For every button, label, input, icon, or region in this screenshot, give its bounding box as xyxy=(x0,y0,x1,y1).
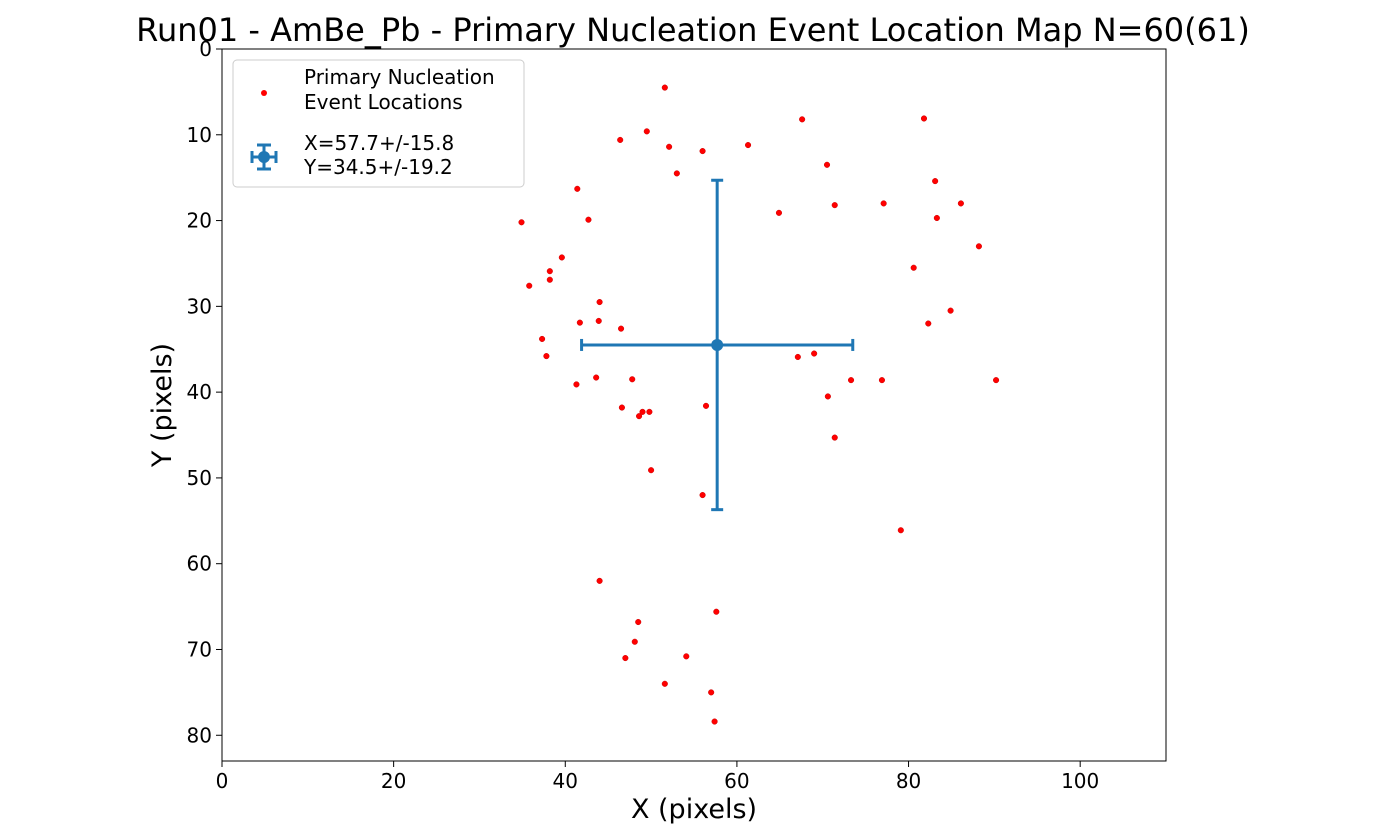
legend: Primary Nucleation Event Locations X=57.… xyxy=(232,59,525,188)
chart-title: Run01 - AmBe_Pb - Primary Nucleation Eve… xyxy=(136,11,1250,49)
legend-marker-points xyxy=(261,90,267,96)
x-axis-ticks: 0 20 40 60 80 100 xyxy=(216,761,1099,793)
data-point xyxy=(593,374,600,381)
x-tick-label: 0 xyxy=(216,769,229,793)
data-point xyxy=(702,402,710,409)
data-point xyxy=(648,467,655,474)
data-point xyxy=(617,136,624,143)
y-axis-label: Y (pixels) xyxy=(147,343,178,468)
data-point xyxy=(993,377,1000,384)
data-point xyxy=(635,618,642,626)
data-point xyxy=(947,307,954,314)
data-point xyxy=(823,161,831,168)
data-point xyxy=(831,202,838,209)
data-point xyxy=(661,84,668,91)
legend-label-errorbar-line2: Y=34.5+/-19.2 xyxy=(303,155,453,179)
data-point xyxy=(957,200,964,207)
y-axis-ticks: 0 10 20 30 40 50 60 70 80 xyxy=(187,37,222,747)
data-point xyxy=(558,254,565,261)
data-point xyxy=(683,653,690,660)
y-tick-label: 70 xyxy=(187,637,212,661)
data-point xyxy=(699,148,706,155)
data-point xyxy=(643,128,650,135)
data-point xyxy=(661,680,668,687)
x-tick-label: 40 xyxy=(553,769,578,793)
data-point xyxy=(526,282,533,289)
data-point xyxy=(546,268,553,275)
y-tick-label: 10 xyxy=(187,123,212,147)
x-tick-label: 80 xyxy=(896,769,921,793)
data-point xyxy=(932,178,939,185)
y-tick-label: 30 xyxy=(187,294,212,318)
data-point xyxy=(711,718,718,725)
data-point xyxy=(975,243,982,250)
data-point xyxy=(622,655,629,662)
summary-errorbar xyxy=(580,178,855,512)
x-tick-label: 100 xyxy=(1061,769,1099,793)
y-tick-label: 40 xyxy=(187,380,212,404)
data-point xyxy=(897,527,904,534)
data-point xyxy=(920,115,928,122)
legend-label-errorbar-line1: X=57.7+/-15.8 xyxy=(304,131,454,155)
y-tick-label: 50 xyxy=(187,466,212,490)
data-point xyxy=(539,335,546,342)
y-tick-label: 0 xyxy=(199,37,212,61)
data-point xyxy=(799,116,806,123)
data-point xyxy=(573,381,580,388)
data-points xyxy=(518,84,1000,725)
data-point xyxy=(745,142,752,149)
data-point xyxy=(831,434,838,441)
errorbar-center-point xyxy=(711,338,724,351)
legend-box xyxy=(232,59,525,188)
x-axis-label: X (pixels) xyxy=(631,794,757,825)
data-point xyxy=(595,317,602,324)
data-point xyxy=(629,376,636,383)
y-tick-label: 80 xyxy=(187,723,212,747)
plot-frame xyxy=(221,48,1167,762)
data-point xyxy=(933,214,940,222)
data-point xyxy=(794,353,801,361)
data-point xyxy=(699,492,706,499)
y-tick-label: 20 xyxy=(187,209,212,233)
data-point xyxy=(618,404,625,411)
data-point xyxy=(546,276,553,283)
data-point xyxy=(775,209,783,216)
data-point xyxy=(596,577,603,584)
data-point xyxy=(636,413,643,420)
data-point xyxy=(646,408,653,415)
legend-label-points-line1: Primary Nucleation xyxy=(304,65,495,89)
x-tick-label: 60 xyxy=(724,769,749,793)
data-point xyxy=(576,319,583,326)
data-point xyxy=(631,638,638,645)
data-point xyxy=(543,353,550,360)
data-point xyxy=(639,408,646,415)
data-point xyxy=(925,320,932,327)
data-point xyxy=(910,264,917,271)
data-point xyxy=(618,325,625,332)
data-point xyxy=(811,350,818,357)
data-point xyxy=(713,608,720,615)
x-tick-label: 20 xyxy=(381,769,406,793)
y-tick-label: 60 xyxy=(187,552,212,576)
data-point xyxy=(824,393,831,400)
data-point xyxy=(596,299,603,306)
data-point xyxy=(878,377,885,384)
data-point xyxy=(518,219,525,226)
data-point xyxy=(666,143,673,150)
data-point xyxy=(585,216,592,223)
legend-label-points-line2: Event Locations xyxy=(304,90,463,114)
data-point xyxy=(880,200,887,207)
data-point xyxy=(708,689,715,696)
data-point xyxy=(574,185,581,192)
data-point xyxy=(847,377,855,384)
data-point xyxy=(673,170,680,177)
legend-marker-errorbar xyxy=(250,143,278,171)
